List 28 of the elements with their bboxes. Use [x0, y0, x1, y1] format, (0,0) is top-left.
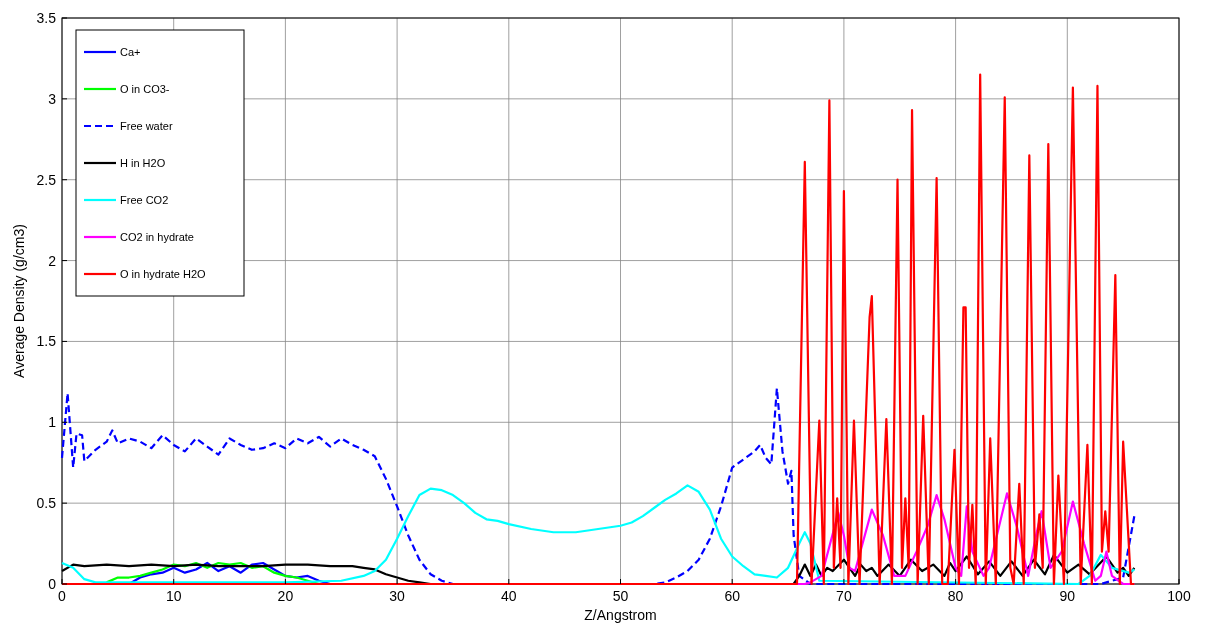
x-tick-label: 0	[58, 588, 67, 604]
x-tick-label: 100	[1167, 588, 1191, 604]
legend-label: Free water	[120, 120, 173, 132]
x-tick-label: 90	[1059, 588, 1076, 604]
legend-label: Ca+	[120, 46, 141, 58]
y-tick-label: 0.5	[36, 495, 57, 512]
legend-label: H in H2O	[120, 157, 166, 169]
x-tick-label: 30	[389, 588, 406, 604]
x-axis-title: Z/Angstrom	[584, 607, 657, 623]
y-tick-label: 0	[48, 576, 57, 592]
x-tick-label: 10	[165, 588, 182, 604]
y-tick-label: 3.5	[36, 10, 57, 26]
y-tick-label: 3	[48, 90, 57, 107]
x-tick-label: 70	[836, 588, 852, 604]
x-tick-label: 80	[947, 588, 964, 604]
y-tick-label: 2.5	[36, 171, 57, 188]
y-axis-title: Average Density (g/cm3)	[11, 224, 27, 378]
x-tick-label: 60	[724, 588, 741, 604]
legend-label: O in CO3-	[120, 83, 170, 95]
x-tick-label: 40	[501, 588, 517, 604]
y-tick-label: 1	[48, 414, 57, 431]
y-tick-label: 2	[48, 252, 57, 269]
y-tick-label: 1.5	[36, 333, 57, 350]
legend-label: CO2 in hydrate	[120, 231, 194, 243]
x-tick-label: 50	[612, 588, 629, 604]
x-tick-label: 20	[277, 588, 294, 604]
legend-label: Free CO2	[120, 194, 169, 206]
legend-label: O in hydrate H2O	[120, 268, 207, 280]
